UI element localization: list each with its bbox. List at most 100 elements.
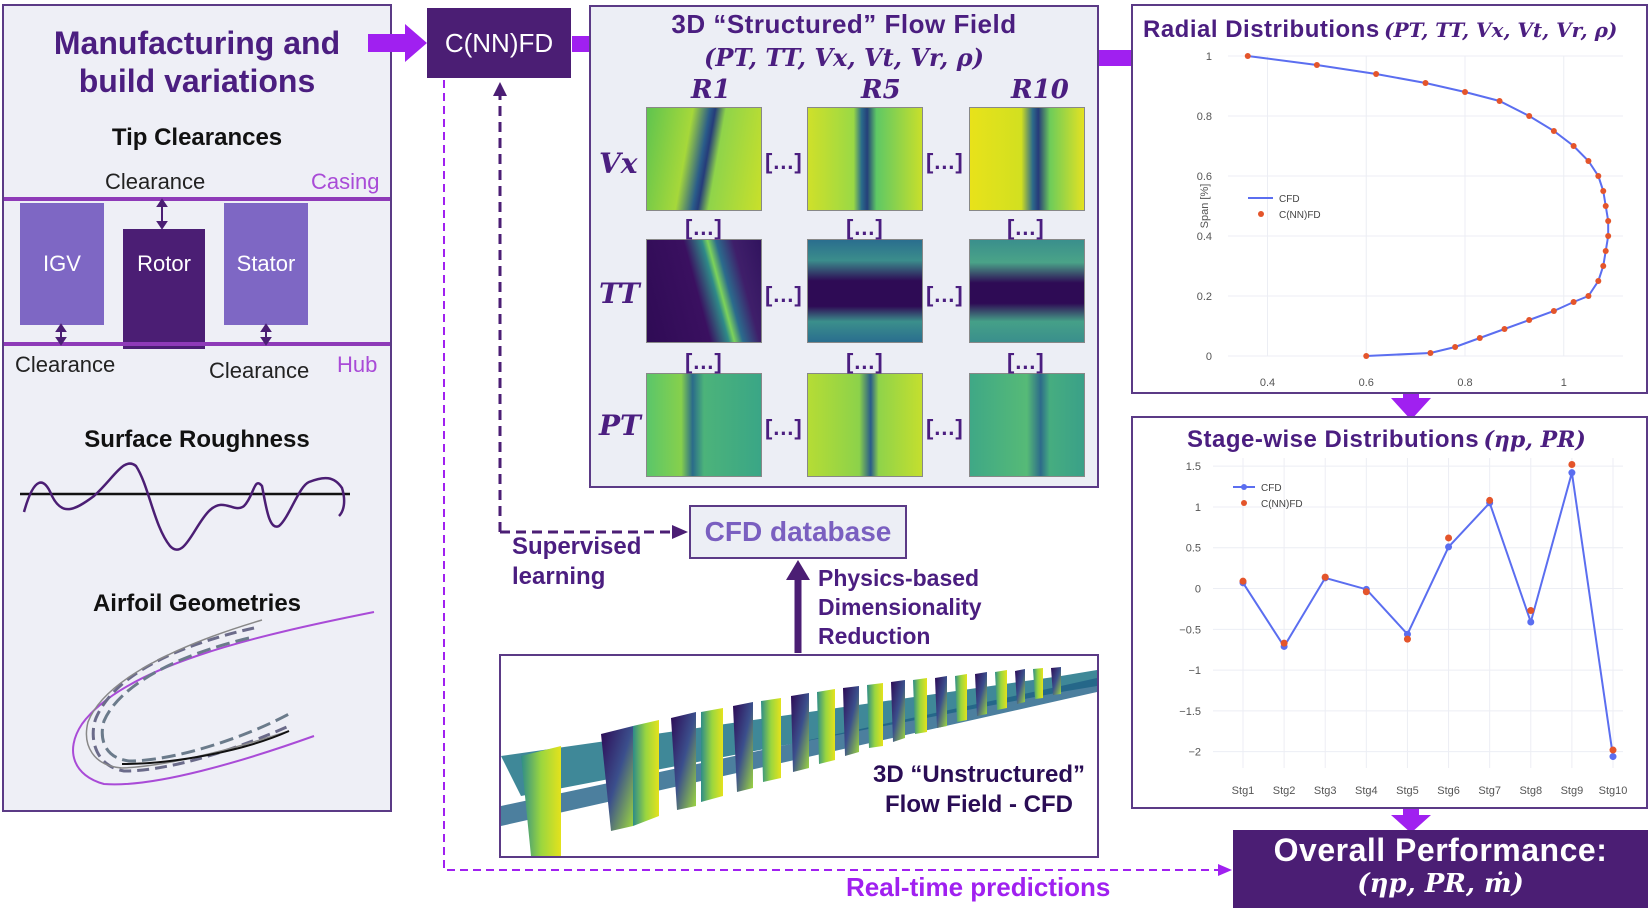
- cnnfd-point: [1602, 203, 1609, 209]
- ellipsis: […]: [926, 149, 963, 174]
- cnnfd-point: [1526, 317, 1533, 323]
- cnnfd-point: [1280, 639, 1288, 647]
- cnnfd-point: [1403, 635, 1411, 643]
- cnnfd-point: [1570, 299, 1577, 305]
- ellipsis: […]: [846, 349, 883, 374]
- cnnfd-point: [1600, 188, 1607, 194]
- flow-vars: (PT, TT, Vx, Vt, Vr, ρ): [704, 43, 984, 72]
- compressor-render: [501, 667, 1097, 856]
- clearance-label-right: Clearance: [209, 358, 310, 383]
- radial-title-row: Radial Distributions (PT, TT, Vx, Vt, Vr…: [1143, 16, 1617, 44]
- cnnfd-block: C(NN)FD: [427, 8, 571, 78]
- cnnfd-point: [1445, 534, 1453, 542]
- clearance-label-left: Clearance: [15, 352, 116, 377]
- pt-r10-field: [969, 373, 1085, 477]
- realtime-predictions-label: Real-time predictions: [846, 872, 1111, 902]
- ellipsis: […]: [765, 149, 802, 174]
- stator-block: Stator: [224, 203, 308, 325]
- cnnfd-point: [1568, 461, 1576, 469]
- y-tick-label: 0: [1206, 351, 1212, 363]
- y-tick-label: 1: [1206, 51, 1212, 63]
- cnnfd-point: [1321, 573, 1329, 581]
- x-tick-label: Stg4: [1355, 785, 1378, 797]
- ellipsis: […]: [846, 215, 883, 240]
- legend-cnnfd-label: C(NN)FD: [1261, 499, 1303, 510]
- y-tick-label: 0.2: [1197, 291, 1212, 303]
- ellipsis: […]: [685, 349, 722, 374]
- airfoil-dashed-2: [100, 636, 290, 763]
- arrow-manufacturing-to-cnnfd: [368, 24, 427, 62]
- legend-cnnfd-label: C(NN)FD: [1279, 210, 1321, 221]
- cfd-series-line: [1242, 472, 1614, 757]
- vx-r5-field: [807, 107, 923, 211]
- ellipsis: […]: [765, 282, 802, 307]
- overall-performance-box: Overall Performance: (ηp, PR, ṁ): [1233, 830, 1648, 908]
- legend-cfd-label: CFD: [1279, 194, 1300, 205]
- ellipsis: […]: [685, 215, 722, 240]
- ellipsis: […]: [765, 415, 802, 440]
- hub-label: Hub: [337, 352, 378, 377]
- x-tick-label: Stg1: [1232, 785, 1255, 797]
- cnnfd-point: [1363, 353, 1370, 359]
- cnnfd-point: [1501, 326, 1508, 332]
- ellipsis: […]: [926, 282, 963, 307]
- row-pt: PT: [599, 409, 641, 442]
- airfoil-geometries-heading: Airfoil Geometries: [92, 590, 302, 617]
- cnnfd-point: [1362, 588, 1370, 596]
- cnnfd-point: [1427, 350, 1434, 356]
- radial-chart: 0 0.2 0.4 0.6 0.8 1 0.4 0.6 0.8 1 Span [%] CFD C(NN)…: [1197, 51, 1623, 389]
- x-tick-label: 0.4: [1260, 377, 1275, 389]
- x-tick-label: Stg8: [1519, 785, 1542, 797]
- ellipsis: […]: [1007, 349, 1044, 374]
- cnnfd-point: [1452, 344, 1459, 350]
- cnnfd-point: [1550, 128, 1557, 134]
- cnnfd-point: [1239, 577, 1247, 585]
- x-tick-label: Stg9: [1561, 785, 1584, 797]
- cnnfd-point: [1585, 293, 1592, 299]
- col-r10: R10: [1011, 75, 1069, 105]
- stage-vars: (ηp, PR): [1483, 427, 1586, 453]
- cnnfd-point: [1605, 233, 1612, 239]
- cnnfd-point: [1496, 98, 1503, 104]
- cnnfd-point: [1313, 62, 1320, 68]
- row-vx: Vx: [599, 147, 638, 180]
- arrow-flow-radial: [1068, 38, 1159, 78]
- pt-r5-field: [807, 373, 923, 477]
- clearance-arrows: [55, 198, 272, 346]
- x-tick-label: 0.6: [1359, 377, 1374, 389]
- tip-clearances-heading: Tip Clearances: [111, 124, 283, 151]
- cnnfd-point: [1585, 158, 1592, 164]
- radial-distributions-panel: Radial Distributions (PT, TT, Vx, Vt, Vr…: [1131, 4, 1648, 394]
- cfd-point: [1609, 753, 1617, 761]
- x-tick-label: Stg7: [1478, 785, 1501, 797]
- panel-title: Manufacturing and build variations: [53, 25, 341, 99]
- stagewise-distributions-panel: Stage-wise Distributions (ηp, PR) 1.5 1 0.…: [1131, 416, 1648, 809]
- cnnfd-point: [1244, 53, 1251, 59]
- legend-cnnfd-swatch: [1258, 211, 1264, 217]
- stage-title: Stage-wise Distributions: [1187, 426, 1480, 453]
- col-r1: R1: [691, 75, 731, 105]
- cfd-point: [1403, 630, 1411, 638]
- y-tick-label: −1.5: [1179, 706, 1201, 718]
- rotor-block: Rotor: [123, 229, 205, 349]
- igv-block: IGV: [20, 203, 104, 325]
- radial-vars: (PT, TT, Vx, Vt, Vr, ρ): [1384, 18, 1618, 42]
- x-tick-label: Stg5: [1396, 785, 1419, 797]
- cnnfd-point: [1422, 80, 1429, 86]
- cnnfd-point: [1595, 278, 1602, 284]
- cnnfd-point: [1486, 496, 1494, 504]
- airfoil-thin: [85, 619, 290, 769]
- cnnfd-point: [1550, 308, 1557, 314]
- physics-based-label: Physics-based Dimensionality Reduction: [818, 565, 982, 649]
- cnnfd-point: [1527, 607, 1535, 615]
- left-panel-drawings: [4, 197, 390, 786]
- cnnfd-point: [1462, 89, 1468, 95]
- legend-cfd-dot: [1241, 484, 1247, 490]
- x-tick-label: 0.8: [1457, 377, 1472, 389]
- overall-title: Overall Performance:: [1273, 832, 1608, 868]
- x-tick-label: Stg10: [1599, 785, 1628, 797]
- y-tick-label: 0: [1195, 584, 1201, 596]
- legend-cfd-label: CFD: [1261, 483, 1282, 494]
- cfd-point: [1568, 469, 1576, 477]
- cnnfd-point: [1570, 143, 1577, 149]
